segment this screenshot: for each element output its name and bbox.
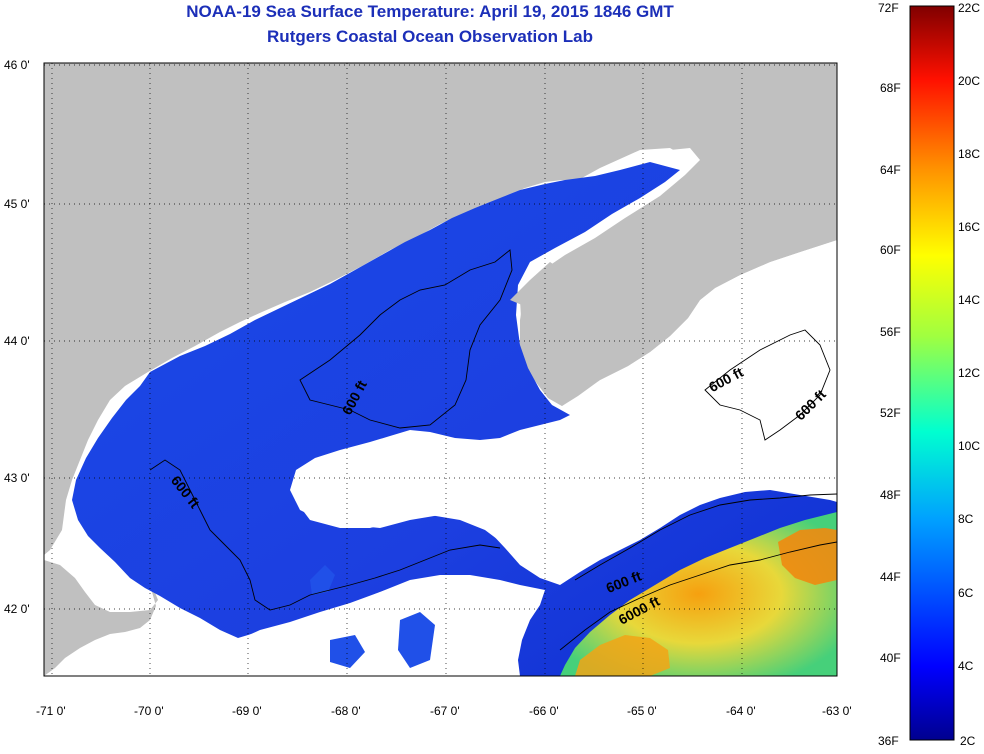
lon-tick-label: -68 0': [331, 704, 361, 718]
colorbar-label-c: 8C: [958, 512, 974, 526]
lon-tick-label: -69 0': [232, 704, 262, 718]
map-subtitle: Rutgers Coastal Ocean Observation Lab: [267, 27, 593, 46]
water-patch-cold-3: [330, 635, 365, 668]
island-grand-manan: [510, 262, 556, 305]
water-patch-cold: [310, 565, 335, 595]
colorbar-label-c: 12C: [958, 366, 980, 380]
colorbar-label-c: 4C: [958, 659, 974, 673]
colorbar-label-f: 36F: [878, 734, 899, 748]
lon-tick-label: -70 0': [134, 704, 164, 718]
graticule: [44, 63, 837, 676]
cloud-region-south: [238, 578, 525, 676]
lon-tick-label: -65 0': [627, 704, 657, 718]
latitude-axis: 46 0' 45 0' 44 0' 43 0' 42 0': [4, 58, 30, 616]
contour-600ft-basin: [299, 249, 513, 429]
land-cape-cod: [44, 560, 158, 676]
contour-6000ft: [559, 541, 837, 651]
colorbar-label-c: 20C: [958, 74, 980, 88]
water-gulf-of-maine: [72, 162, 837, 676]
colorbar-label-c: 22C: [958, 1, 980, 15]
colorbar-label-c: 14C: [958, 293, 980, 307]
water-warm-core: [778, 528, 837, 585]
lat-tick-label: 45 0': [4, 197, 30, 211]
colorbar-label-f: 68F: [880, 81, 901, 95]
cloud-region-shelf: [295, 438, 525, 545]
contour-600ft-east: [704, 329, 831, 441]
contour-600ft-gulf: [149, 459, 501, 611]
colorbar-c-labels: 22C 20C 18C 16C 14C 12C 10C 8C 6C 4C 2C: [958, 1, 980, 748]
colorbar-label-c: 16C: [958, 220, 980, 234]
map-title: NOAA-19 Sea Surface Temperature: April 1…: [186, 2, 674, 21]
colorbar-label-c: 18C: [958, 147, 980, 161]
water-patch-cold-2: [398, 612, 435, 668]
colorbar-label-f: 48F: [880, 488, 901, 502]
lat-tick-label: 43 0': [4, 471, 30, 485]
colorbar-label-f: 60F: [880, 243, 901, 257]
lat-tick-label: 46 0': [4, 58, 30, 72]
lon-tick-label: -71 0': [36, 704, 66, 718]
lat-tick-label: 42 0': [4, 602, 30, 616]
lon-tick-label: -66 0': [529, 704, 559, 718]
lon-tick-label: -64 0': [726, 704, 756, 718]
land-nova-scotia: [520, 140, 837, 406]
contour-slope: [574, 493, 837, 581]
colorbar-label-f: 44F: [880, 570, 901, 584]
colorbar-label-f: 72F: [878, 1, 899, 15]
map-frame: [43, 62, 838, 677]
land-new-england: [44, 63, 837, 555]
water-warm-core-2: [575, 635, 670, 676]
lon-tick-label: -63 0': [822, 704, 852, 718]
colorbar-label-c: 2C: [960, 734, 976, 748]
colorbar-label-f: 64F: [880, 163, 901, 177]
lon-tick-label: -67 0': [430, 704, 460, 718]
colorbar-label-f: 56F: [880, 325, 901, 339]
longitude-axis: -71 0' -70 0' -69 0' -68 0' -67 0' -66 0…: [36, 704, 852, 718]
colorbar-label-f: 52F: [880, 406, 901, 420]
colorbar-label-f: 40F: [880, 651, 901, 665]
colorbar-f-labels: 72F 68F 64F 60F 56F 52F 48F 44F 40F 36F: [878, 1, 901, 748]
colorbar-label-c: 10C: [958, 439, 980, 453]
water-gulf-stream-warm: [560, 512, 837, 676]
colorbar-label-c: 6C: [958, 586, 974, 600]
colorbar: [909, 5, 955, 741]
lat-tick-label: 44 0': [4, 334, 30, 348]
